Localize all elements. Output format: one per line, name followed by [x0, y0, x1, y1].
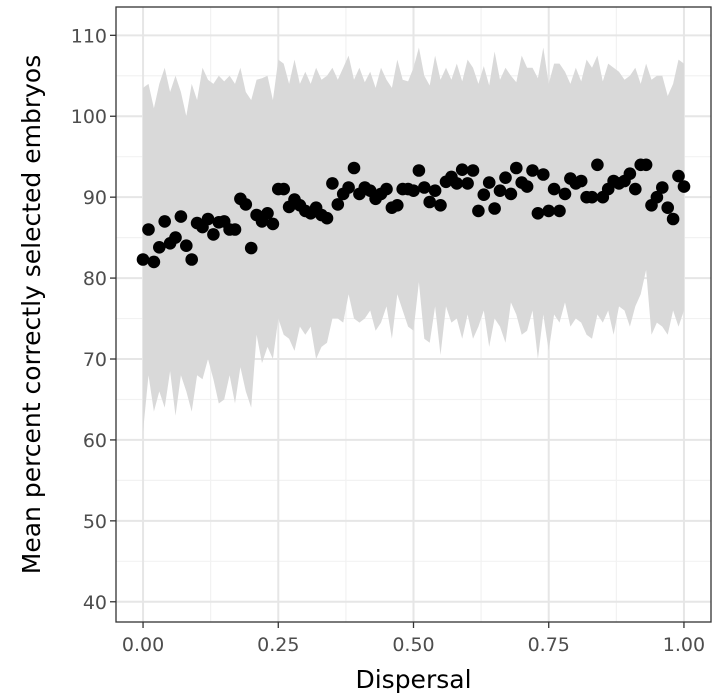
data-point: [277, 182, 291, 196]
data-point: [158, 215, 171, 228]
y-tick-label: 70: [83, 349, 107, 371]
data-points: [136, 158, 691, 269]
data-point: [472, 204, 485, 218]
y-axis-title: Mean percent correctly selected embryos: [17, 55, 46, 574]
y-tick-label: 40: [83, 592, 107, 614]
data-point: [623, 167, 637, 180]
data-point: [412, 164, 426, 177]
data-point: [320, 211, 334, 225]
data-point: [591, 158, 604, 172]
ribbon-band: [143, 47, 684, 432]
data-point: [547, 182, 561, 196]
data-point: [677, 180, 691, 193]
data-point: [553, 204, 566, 218]
x-tick-label: 1.00: [663, 634, 705, 656]
data-point: [666, 212, 680, 226]
data-point: [656, 181, 669, 194]
data-point: [542, 204, 555, 218]
data-point: [185, 253, 198, 266]
data-point: [207, 228, 220, 241]
data-point: [520, 180, 534, 193]
data-point: [347, 161, 361, 175]
data-point: [537, 168, 550, 181]
data-point: [493, 184, 507, 197]
data-point: [418, 181, 431, 194]
data-point: [488, 202, 501, 215]
data-point: [574, 174, 588, 188]
data-point: [477, 188, 491, 201]
x-tick-label: 0.75: [528, 634, 570, 656]
data-point: [661, 201, 674, 214]
data-point: [380, 182, 393, 196]
data-point: [558, 187, 572, 201]
data-point: [174, 210, 188, 223]
data-point: [153, 241, 166, 254]
data-point: [499, 171, 512, 184]
data-point: [639, 158, 653, 172]
data-point: [434, 199, 447, 212]
data-point: [261, 207, 274, 220]
data-point: [450, 177, 464, 190]
y-axis-ticks: 40 50 60 70 80 90 100 110: [71, 25, 116, 614]
data-point: [391, 199, 404, 212]
data-point: [326, 177, 339, 190]
y-tick-label: 110: [71, 25, 107, 47]
data-point: [482, 176, 496, 189]
y-tick-label: 90: [83, 187, 107, 209]
y-tick-label: 80: [83, 268, 107, 290]
data-point: [244, 241, 258, 255]
x-tick-label: 0.50: [392, 634, 434, 656]
data-point: [461, 177, 474, 190]
data-point: [169, 231, 182, 244]
x-axis-title: Dispersal: [355, 665, 471, 694]
data-point: [629, 182, 642, 196]
data-point: [142, 223, 155, 236]
data-point: [331, 198, 345, 211]
data-point: [147, 255, 161, 269]
data-point: [585, 190, 599, 204]
data-point: [504, 187, 518, 201]
data-point: [510, 161, 523, 175]
data-point: [455, 163, 469, 176]
data-point: [672, 169, 685, 183]
x-tick-label: 0.00: [122, 634, 164, 656]
x-tick-label: 0.25: [257, 634, 299, 656]
x-axis-ticks: 0.00 0.25 0.50 0.75 1.00: [122, 622, 705, 656]
data-point: [136, 253, 150, 266]
data-point: [201, 212, 215, 226]
data-point: [466, 164, 480, 177]
data-point: [428, 184, 442, 197]
data-point: [423, 195, 437, 209]
data-point: [266, 217, 280, 231]
data-point: [239, 198, 253, 211]
y-tick-label: 60: [83, 430, 107, 452]
data-point: [526, 164, 539, 177]
data-point: [342, 181, 355, 194]
data-point: [650, 190, 664, 204]
data-point: [228, 223, 242, 236]
data-point: [180, 239, 193, 252]
y-tick-label: 100: [71, 106, 107, 128]
y-tick-label: 50: [83, 511, 107, 533]
data-point: [531, 207, 545, 220]
data-point: [407, 184, 420, 197]
